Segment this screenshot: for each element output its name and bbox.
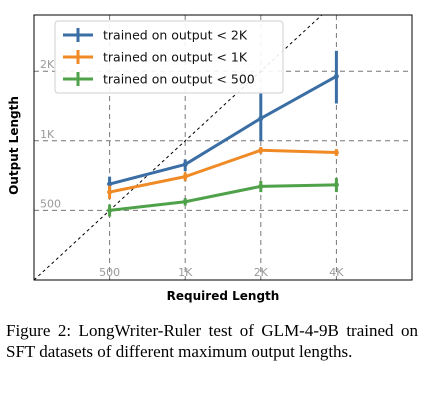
series-2	[107, 178, 339, 217]
data-point	[333, 73, 339, 79]
y-axis-label: Output Length	[7, 96, 21, 195]
legend: trained on output < 2K trained on output …	[54, 20, 284, 94]
figure-caption: Figure 2: LongWriter-Ruler test of GLM-4…	[6, 321, 418, 361]
plot-frame	[33, 14, 413, 281]
data-point	[333, 182, 339, 188]
x-tick-label: 4K	[329, 266, 344, 279]
data-point	[258, 115, 264, 121]
data-point	[107, 207, 113, 213]
y-tick-label: 500	[40, 197, 61, 210]
data-point	[107, 181, 113, 187]
data-point	[182, 174, 188, 180]
data-point	[258, 183, 264, 189]
series-layer	[107, 50, 339, 217]
x-tick-label: 1K	[178, 266, 193, 279]
ticks: 500 1K 2K 4K 500 1K 2K	[40, 58, 344, 279]
legend-entry: trained on output < 500	[103, 72, 255, 87]
data-point	[258, 147, 264, 153]
legend-box	[54, 20, 284, 94]
legend-entry: trained on output < 2K	[103, 28, 248, 43]
x-tick-label: 500	[99, 266, 120, 279]
data-point	[182, 199, 188, 205]
series-line	[109, 183, 337, 212]
series-1	[107, 147, 339, 200]
y-tick-label: 2K	[40, 58, 55, 71]
series-line	[109, 75, 338, 186]
series-line	[109, 148, 337, 194]
x-axis-label: Required Length	[167, 289, 280, 303]
x-tick-label: 2K	[254, 266, 269, 279]
data-point	[333, 149, 339, 155]
legend-entry: trained on output < 1K	[103, 50, 248, 65]
data-point	[107, 189, 113, 195]
y-tick-label: 1K	[40, 128, 55, 141]
data-point	[182, 161, 188, 167]
series-0	[107, 50, 339, 194]
